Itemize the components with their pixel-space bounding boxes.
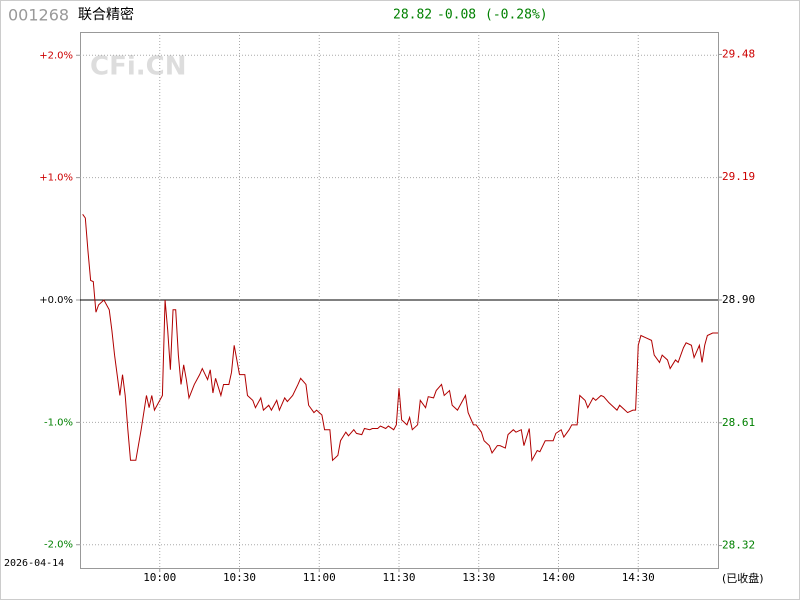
x-tick-label: 10:00: [143, 571, 176, 584]
y-tick-label: +2.0%: [39, 50, 73, 61]
price-line: [82, 214, 718, 463]
change-pct: (-0.28%): [485, 8, 548, 23]
x-tick-label: 11:30: [382, 571, 415, 584]
status: (已收盘): [722, 571, 764, 585]
y-tick-label: -1.0%: [44, 417, 73, 428]
x-tick-label: 14:00: [542, 571, 575, 584]
x-tick-label: 13:30: [462, 571, 495, 584]
y-tick-label: +0.0%: [39, 295, 73, 306]
date: 2026-04-14: [4, 558, 64, 569]
y2-tick-label: 29.19: [722, 170, 755, 183]
y-tick-label: -2.0%: [44, 540, 73, 551]
stock-code: 001268: [8, 6, 69, 25]
y2-tick-label: 28.32: [722, 539, 755, 552]
change: -0.08: [437, 8, 476, 23]
x-tick-label: 11:00: [303, 571, 336, 584]
stock-name: 联合精密: [78, 6, 134, 23]
x-tick-label: 10:30: [223, 571, 256, 584]
y2-tick-label: 28.61: [722, 416, 755, 429]
x-tick-label: 14:30: [622, 571, 655, 584]
y2-tick-label: 28.90: [722, 293, 755, 306]
watermark: CFi.CN: [90, 52, 186, 82]
price: 28.82: [393, 8, 432, 23]
y2-tick-label: 29.48: [722, 47, 755, 60]
y-tick-label: +1.0%: [39, 173, 73, 184]
